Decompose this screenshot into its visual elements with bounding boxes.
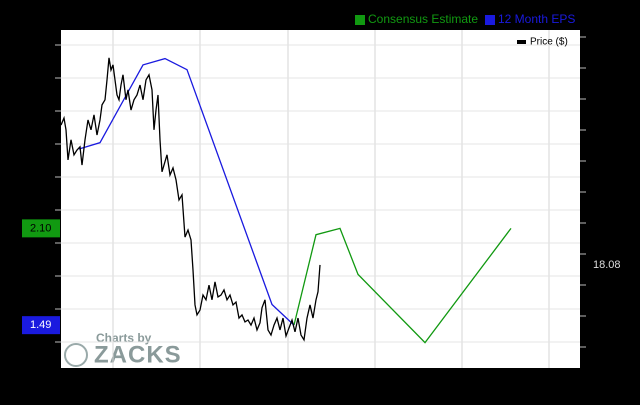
series-line <box>78 57 295 326</box>
price-tag: 18.08 <box>593 259 621 271</box>
series-line <box>293 227 512 344</box>
legend-label: Price ($) <box>530 37 568 48</box>
legend-swatch <box>517 40 526 44</box>
value-tag-label: 2.10 <box>30 222 51 234</box>
value-tag-box <box>22 316 60 335</box>
legend-label: 12 Month EPS <box>498 12 575 26</box>
value-tag: 1.49 <box>22 316 60 335</box>
value-tag-box <box>22 219 60 238</box>
watermark-logo: ZACKS <box>94 341 182 368</box>
value-tag-label: 1.49 <box>30 319 51 331</box>
legend-swatch <box>485 15 495 25</box>
value-tag: 2.10 <box>22 219 60 238</box>
legend-swatch <box>355 15 365 25</box>
plot-area <box>61 30 580 368</box>
watermark-icon <box>64 343 88 367</box>
legend-label: Consensus Estimate <box>368 12 478 26</box>
series-line <box>60 57 321 342</box>
